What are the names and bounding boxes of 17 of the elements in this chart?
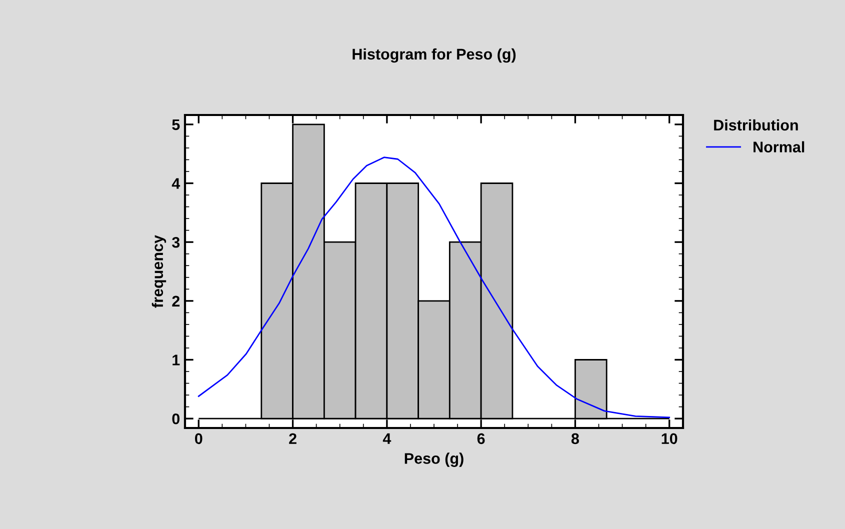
y-tick-label: 1 <box>172 354 180 366</box>
chart-title: Histogram for Peso (g) <box>352 48 516 63</box>
x-tick-label: 10 <box>662 433 678 444</box>
x-axis-title: Peso (g) <box>404 452 464 467</box>
y-tick-label: 4 <box>172 178 180 189</box>
x-tick-label: 6 <box>477 433 485 444</box>
y-tick-label: 3 <box>172 236 180 248</box>
x-tick-label: 4 <box>382 433 392 444</box>
legend-label: Normal <box>754 141 804 152</box>
x-tick-label: 2 <box>289 433 296 444</box>
x-tick-label: 8 <box>571 433 579 444</box>
x-tick-label: 0 <box>195 433 202 444</box>
y-tick-label: 2 <box>172 296 180 306</box>
y-tick-label: 5 <box>172 119 180 130</box>
y-axis-title: frequency <box>152 235 166 308</box>
y-tick-label: 0 <box>172 413 180 424</box>
legend-title: Distribution <box>714 119 798 131</box>
